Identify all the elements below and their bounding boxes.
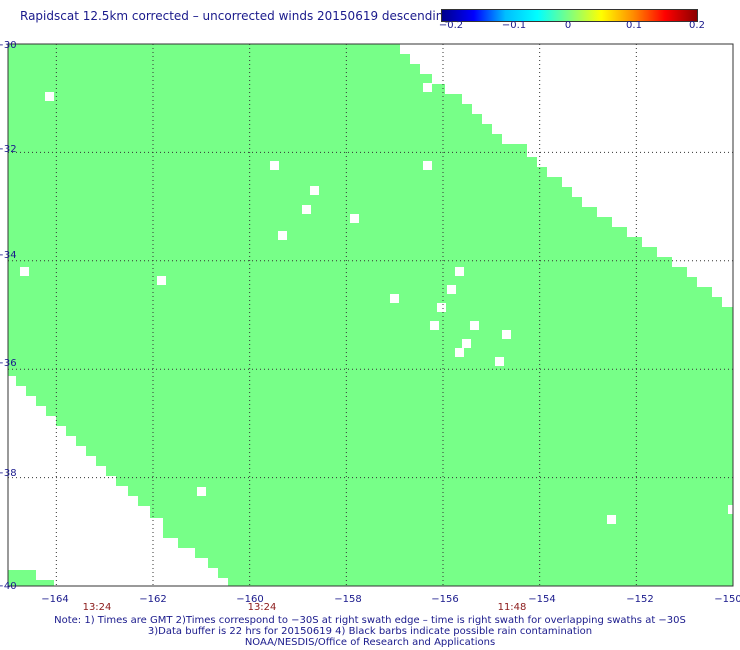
lon-tick-label: −156	[431, 594, 458, 605]
missing-data-cell	[270, 161, 279, 170]
data-gaps	[20, 83, 737, 524]
colorbar	[441, 9, 698, 22]
missing-data-cell	[350, 214, 359, 223]
colorbar-tick: 0.1	[626, 20, 642, 31]
wind-swath	[8, 44, 733, 586]
missing-data-cell	[502, 330, 511, 339]
time-label: 11:48	[498, 602, 527, 613]
note-line-3: NOAA/NESDIS/Office of Research and Appli…	[244, 637, 496, 648]
swath-fragment	[8, 570, 54, 586]
map-title: Rapidscat 12.5km corrected – uncorrected…	[20, 9, 451, 23]
lon-tick-label: −150	[714, 594, 740, 605]
missing-data-cell	[430, 321, 439, 330]
missing-data-cell	[197, 487, 206, 496]
lat-tick-label: −36	[0, 358, 17, 369]
lat-tick-label: −40	[0, 581, 17, 592]
lon-tick-label: −152	[626, 594, 653, 605]
lat-tick-label: −38	[0, 468, 17, 479]
colorbar-tick: 0.2	[689, 20, 705, 31]
missing-data-cell	[278, 231, 287, 240]
note-line-1: Note: 1) Times are GMT 2)Times correspon…	[54, 615, 686, 626]
colorbar-tick: 0	[564, 20, 572, 31]
missing-data-cell	[390, 294, 399, 303]
missing-data-cell	[447, 285, 456, 294]
missing-data-cell	[455, 348, 464, 357]
missing-data-cell	[423, 161, 432, 170]
missing-data-cell	[157, 276, 166, 285]
swath-area	[8, 44, 733, 586]
map-frame	[7, 43, 734, 587]
lat-tick-label: −32	[0, 144, 17, 155]
grid-lines	[8, 44, 733, 586]
missing-data-cell	[495, 357, 504, 366]
missing-data-cell	[455, 267, 464, 276]
missing-data-cell	[423, 83, 432, 92]
lat-tick-label: −34	[0, 250, 17, 261]
missing-data-cell	[310, 186, 319, 195]
missing-data-cell	[470, 321, 479, 330]
time-label: 13:24	[248, 602, 277, 613]
colorbar-tick: −0.1	[501, 20, 527, 31]
missing-data-cell	[462, 339, 471, 348]
lon-tick-label: −158	[334, 594, 361, 605]
time-label: 13:24	[83, 602, 112, 613]
missing-data-cell	[45, 92, 54, 101]
missing-data-cell	[20, 267, 29, 276]
axis-labels: −30 −32 −34 −36 −38 −40 −164 −162 −160 −…	[0, 40, 740, 613]
missing-data-cell	[607, 515, 616, 524]
missing-data-cell	[302, 205, 311, 214]
lon-tick-label: −154	[528, 594, 555, 605]
colorbar-tick: −0.2	[438, 20, 464, 31]
lat-tick-label: −30	[0, 40, 17, 51]
missing-data-cell	[437, 303, 446, 312]
lon-tick-label: −160	[236, 594, 263, 605]
note-line-2: 3)Data buffer is 22 hrs for 20150619 4) …	[147, 626, 593, 637]
lon-tick-label: −164	[41, 594, 68, 605]
wind-map: −30 −32 −34 −36 −38 −40 −164 −162 −160 −…	[0, 40, 740, 613]
lon-tick-label: −162	[139, 594, 166, 605]
